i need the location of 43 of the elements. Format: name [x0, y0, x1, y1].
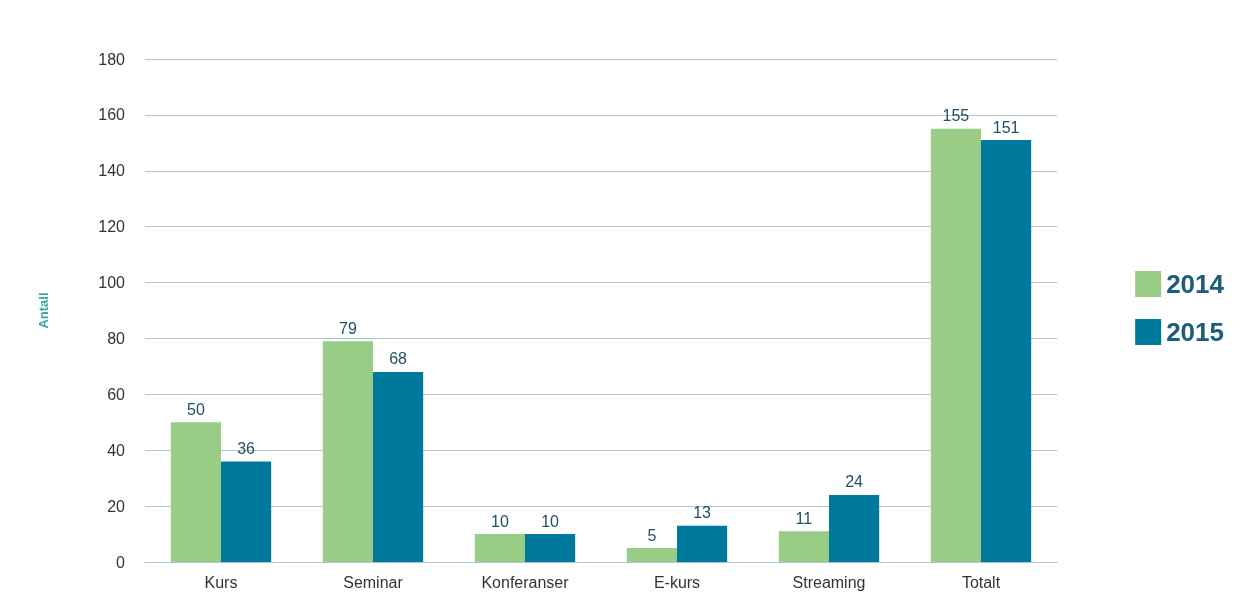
bar — [221, 461, 272, 562]
data-label: 5 — [647, 526, 657, 544]
bar — [170, 422, 221, 562]
y-tick-label: 120 — [98, 218, 126, 236]
data-label: 155 — [942, 107, 970, 125]
data-label: 10 — [541, 512, 560, 530]
bar — [677, 525, 728, 562]
y-tick-label: 60 — [107, 385, 126, 403]
y-tick-label: 0 — [116, 553, 126, 571]
y-tick-label: 180 — [98, 50, 126, 68]
y-tick-label: 80 — [107, 329, 126, 347]
bar — [981, 140, 1032, 562]
bar — [778, 531, 829, 562]
y-tick-label: 20 — [107, 497, 126, 515]
y-tick-label: 100 — [98, 274, 126, 292]
y-tick-label: 40 — [107, 441, 126, 459]
x-tick-label: Streaming — [792, 573, 866, 591]
x-tick-label: Seminar — [343, 573, 404, 591]
bar — [930, 128, 981, 562]
y-tick-label: 160 — [98, 106, 126, 124]
bar — [373, 371, 424, 562]
x-tick-label: Totalt — [961, 573, 1001, 591]
x-tick-label: Konferanser — [481, 573, 570, 591]
bar — [322, 341, 373, 562]
data-label: 24 — [845, 473, 864, 491]
x-tick-label: E-kurs — [653, 573, 701, 591]
data-label: 50 — [187, 400, 205, 418]
y-axis-title: Antall — [36, 292, 51, 329]
data-label: 13 — [693, 504, 712, 522]
data-label: 68 — [389, 350, 408, 368]
bar — [474, 534, 525, 562]
legend-label: 2015 — [1166, 317, 1224, 347]
x-tick-label: Kurs — [204, 573, 238, 591]
bar — [525, 534, 576, 562]
data-label: 10 — [491, 512, 509, 530]
y-tick-label: 140 — [98, 162, 126, 180]
data-label: 151 — [992, 118, 1020, 136]
data-label: 36 — [237, 439, 256, 457]
data-label: 79 — [339, 319, 357, 337]
legend-label: 2014 — [1166, 269, 1225, 299]
data-label: 11 — [795, 509, 813, 527]
bar — [829, 494, 880, 562]
bar — [626, 548, 677, 562]
